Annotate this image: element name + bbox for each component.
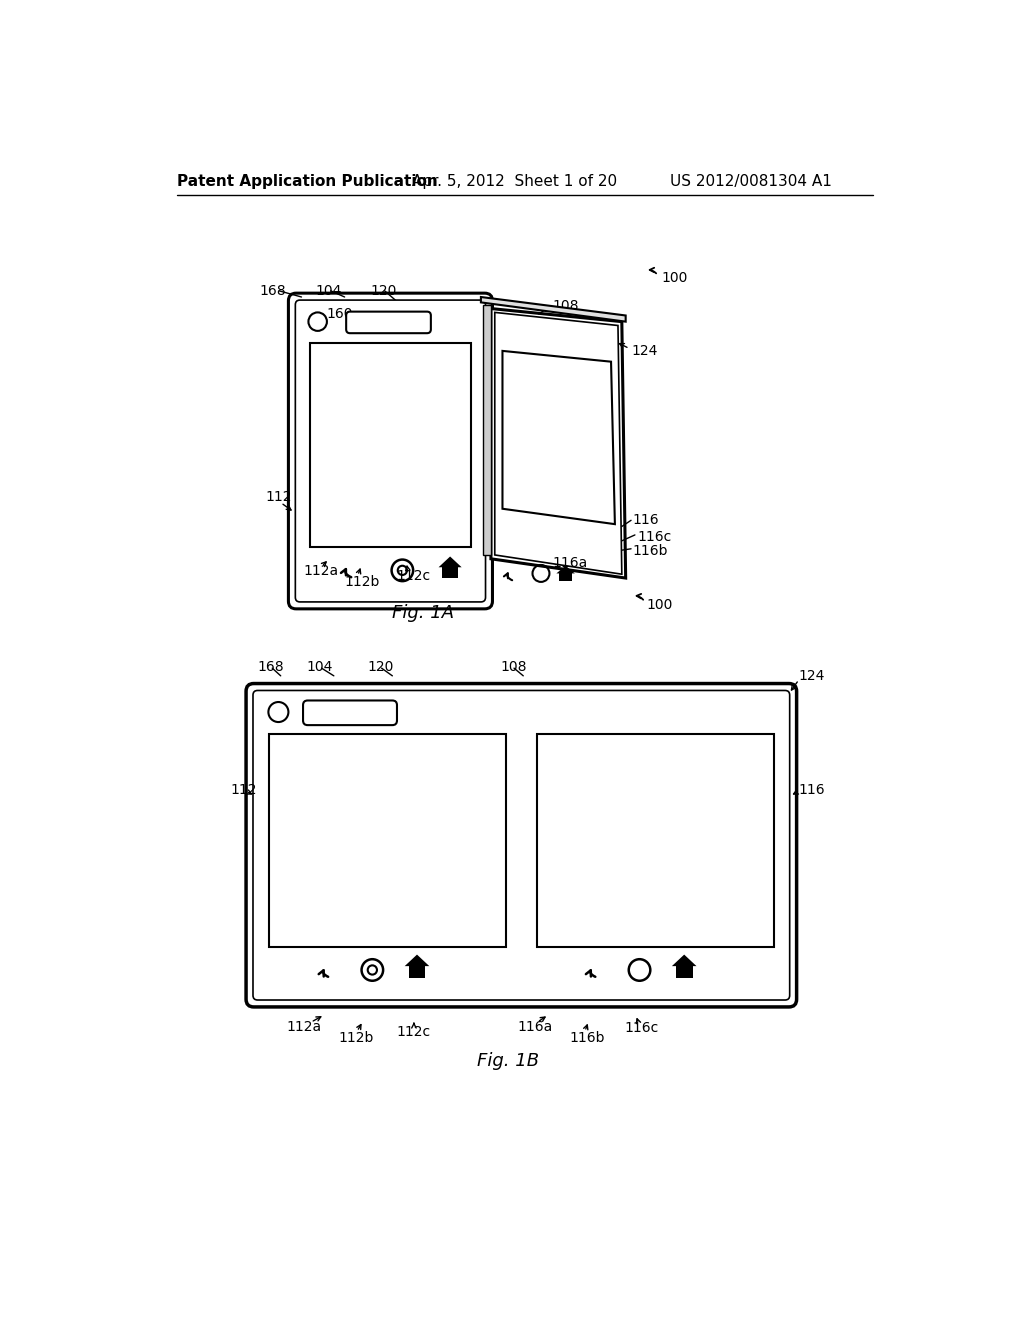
Text: 112b: 112b — [339, 1031, 374, 1044]
Text: Patent Application Publication: Patent Application Publication — [177, 174, 437, 189]
Polygon shape — [481, 297, 626, 322]
Bar — [559, 573, 571, 581]
Text: 110: 110 — [371, 829, 399, 843]
Text: 112a: 112a — [286, 1020, 322, 1034]
Polygon shape — [495, 313, 622, 574]
Text: Fig. 1B: Fig. 1B — [477, 1052, 539, 1069]
Text: 112: 112 — [265, 490, 292, 504]
Bar — [538, 734, 773, 946]
FancyBboxPatch shape — [303, 701, 397, 725]
Text: 116c: 116c — [625, 1022, 659, 1035]
Text: 108: 108 — [553, 300, 579, 313]
Bar — [483, 305, 490, 554]
Polygon shape — [503, 351, 614, 524]
FancyBboxPatch shape — [346, 312, 431, 333]
Text: 120: 120 — [371, 284, 397, 298]
Text: 116a: 116a — [553, 556, 588, 570]
Text: Apr. 5, 2012  Sheet 1 of 20: Apr. 5, 2012 Sheet 1 of 20 — [412, 174, 616, 189]
Text: Fig. 1A: Fig. 1A — [392, 603, 455, 622]
Text: 160: 160 — [327, 308, 353, 321]
Text: 112: 112 — [230, 783, 257, 797]
Polygon shape — [404, 954, 429, 966]
FancyBboxPatch shape — [246, 684, 797, 1007]
Text: 100: 100 — [646, 598, 673, 612]
Text: 110: 110 — [367, 444, 395, 458]
Polygon shape — [438, 557, 462, 568]
Text: 116b: 116b — [569, 1031, 605, 1044]
Text: 168: 168 — [258, 660, 285, 673]
Bar — [409, 966, 425, 978]
Text: 114: 114 — [549, 447, 578, 462]
Text: 168: 168 — [260, 284, 287, 298]
Bar — [310, 343, 471, 548]
Text: 112c: 112c — [396, 1026, 430, 1039]
Bar — [269, 734, 506, 946]
Text: 116b: 116b — [633, 544, 668, 558]
Text: 114: 114 — [640, 829, 669, 843]
Text: 100: 100 — [662, 271, 688, 285]
Polygon shape — [672, 954, 696, 966]
Text: 112c: 112c — [396, 569, 430, 582]
Text: 124: 124 — [631, 345, 657, 358]
Polygon shape — [556, 566, 574, 573]
Text: US 2012/0081304 A1: US 2012/0081304 A1 — [670, 174, 831, 189]
Bar — [442, 568, 458, 578]
Text: 108: 108 — [500, 660, 526, 673]
Text: 116c: 116c — [637, 531, 672, 544]
Text: 112a: 112a — [304, 564, 339, 578]
Text: 112b: 112b — [345, 576, 380, 589]
Text: 104: 104 — [315, 284, 342, 298]
Text: 104: 104 — [306, 660, 333, 673]
FancyBboxPatch shape — [295, 300, 485, 602]
FancyBboxPatch shape — [289, 293, 493, 609]
Text: 116: 116 — [633, 513, 659, 527]
Bar — [676, 966, 692, 978]
Text: 120: 120 — [368, 660, 394, 673]
Text: 116: 116 — [799, 783, 825, 797]
Text: 124: 124 — [799, 669, 825, 682]
FancyBboxPatch shape — [253, 690, 790, 1001]
Polygon shape — [490, 309, 626, 578]
Text: 116a: 116a — [517, 1020, 552, 1034]
